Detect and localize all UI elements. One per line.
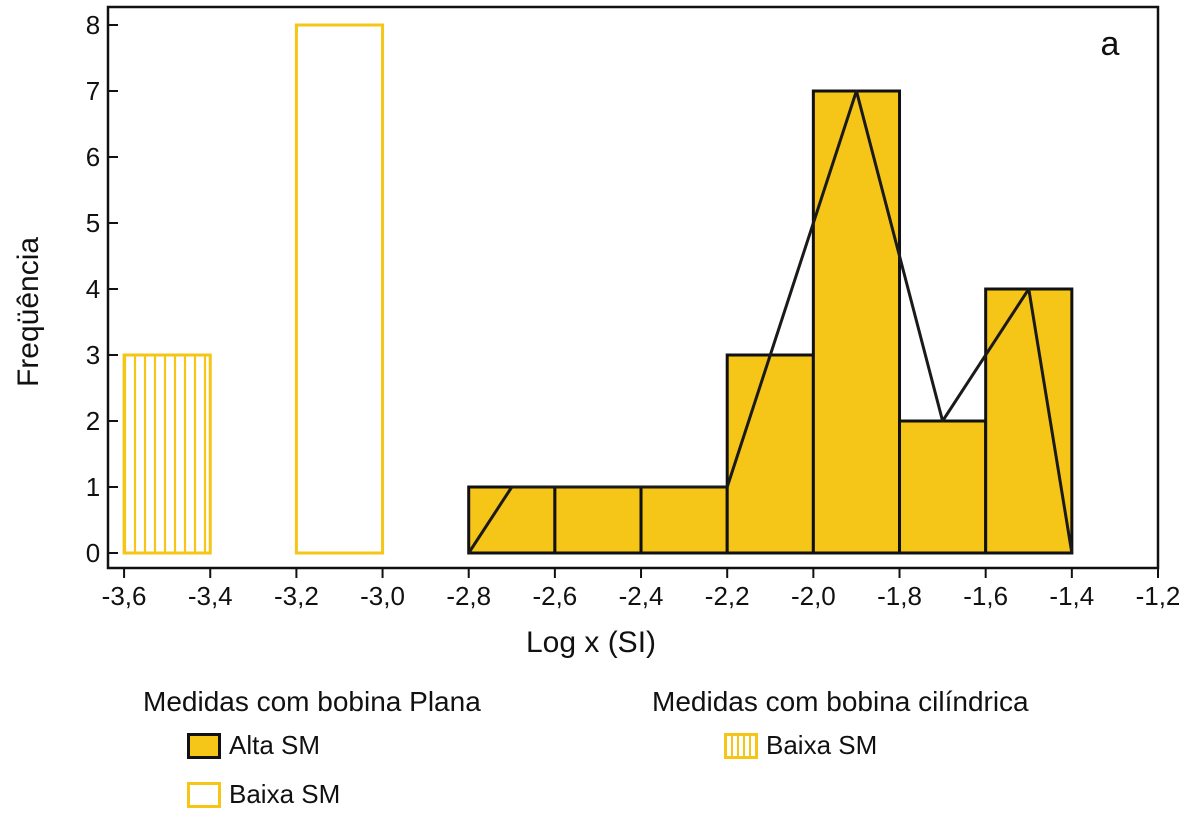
x-tick-label: -1,6 (963, 581, 1008, 611)
frequency-polygon-layer (467, 89, 1074, 554)
legend-label-baixa-sm-cilindrica: Baixa SM (766, 730, 878, 760)
histogram-bar (553, 485, 643, 555)
x-tick-label: -3,6 (102, 581, 147, 611)
legend-cilindrica: Medidas com bobina cilíndrica Baixa SM (652, 686, 1029, 761)
legend-plana: Medidas com bobina Plana Alta SM Baixa S… (143, 686, 481, 810)
y-axis-title: Freqüência (12, 237, 45, 387)
x-tick-label: -1,8 (877, 581, 922, 611)
legend-item-alta-sm: Alta SM (187, 730, 481, 761)
legend-plana-title: Medidas com bobina Plana (143, 686, 481, 717)
histogram-bar (725, 353, 815, 555)
x-tick-label: -3,0 (360, 581, 405, 611)
histogram-chart: 0 1 2 3 4 5 6 7 8 -3,6 -3,4 -3,2 -3,0 -2,8 -2,6 -2,4 -2… (12, 5, 1179, 659)
y-tick-label: 5 (86, 208, 100, 238)
legend-cilindrica-title: Medidas com bobina cilíndrica (652, 686, 1029, 717)
histogram-bar (467, 485, 557, 555)
x-tick-label: -2,6 (532, 581, 577, 611)
histogram-bar (122, 353, 212, 555)
histogram-bar (294, 23, 385, 555)
x-tick-label: -2,8 (446, 581, 491, 611)
histogram-bar (639, 485, 729, 555)
y-tick-label: 3 (86, 340, 100, 370)
y-tick-label: 8 (86, 10, 100, 40)
legend-item-baixa-sm-cilindrica: Baixa SM (724, 730, 1029, 761)
panel-label: a (1101, 25, 1120, 63)
x-tick-label: -2,0 (791, 581, 836, 611)
legend-label-baixa-sm-plana: Baixa SM (229, 779, 341, 809)
frequency-polygon-line (467, 89, 1074, 554)
x-tick-label: -2,2 (705, 581, 750, 611)
histogram-bar (811, 89, 902, 555)
x-axis-title: Log x (SI) (526, 626, 656, 659)
y-axis: 0 1 2 3 4 5 6 7 8 (86, 10, 118, 568)
x-tick-label: -3,2 (274, 581, 319, 611)
x-tick-label: -1,4 (1049, 581, 1094, 611)
legend-label-alta-sm: Alta SM (229, 730, 321, 760)
y-tick-label: 1 (86, 472, 100, 502)
legend-item-baixa-sm-plana: Baixa SM (187, 779, 481, 810)
histogram-bar (898, 419, 988, 555)
y-tick-label: 0 (86, 538, 100, 568)
y-tick-label: 2 (86, 406, 100, 436)
x-axis: -3,6 -3,4 -3,2 -3,0 -2,8 -2,6 -2,4 -2,2 -2,0 -1,8… (102, 568, 1179, 611)
bars-layer (122, 23, 1074, 555)
plot-frame (106, 5, 1160, 570)
x-tick-label: -2,4 (619, 581, 664, 611)
legend-swatch-outline (187, 781, 221, 808)
y-tick-label: 4 (86, 274, 100, 304)
x-tick-label: -3,4 (188, 581, 233, 611)
legend-swatch-hatched (724, 732, 758, 759)
y-tick-label: 7 (86, 76, 100, 106)
x-tick-label: -1,2 (1136, 581, 1179, 611)
histogram-bar (984, 287, 1074, 555)
legend-swatch-filled (187, 732, 221, 759)
y-tick-label: 6 (86, 142, 100, 172)
